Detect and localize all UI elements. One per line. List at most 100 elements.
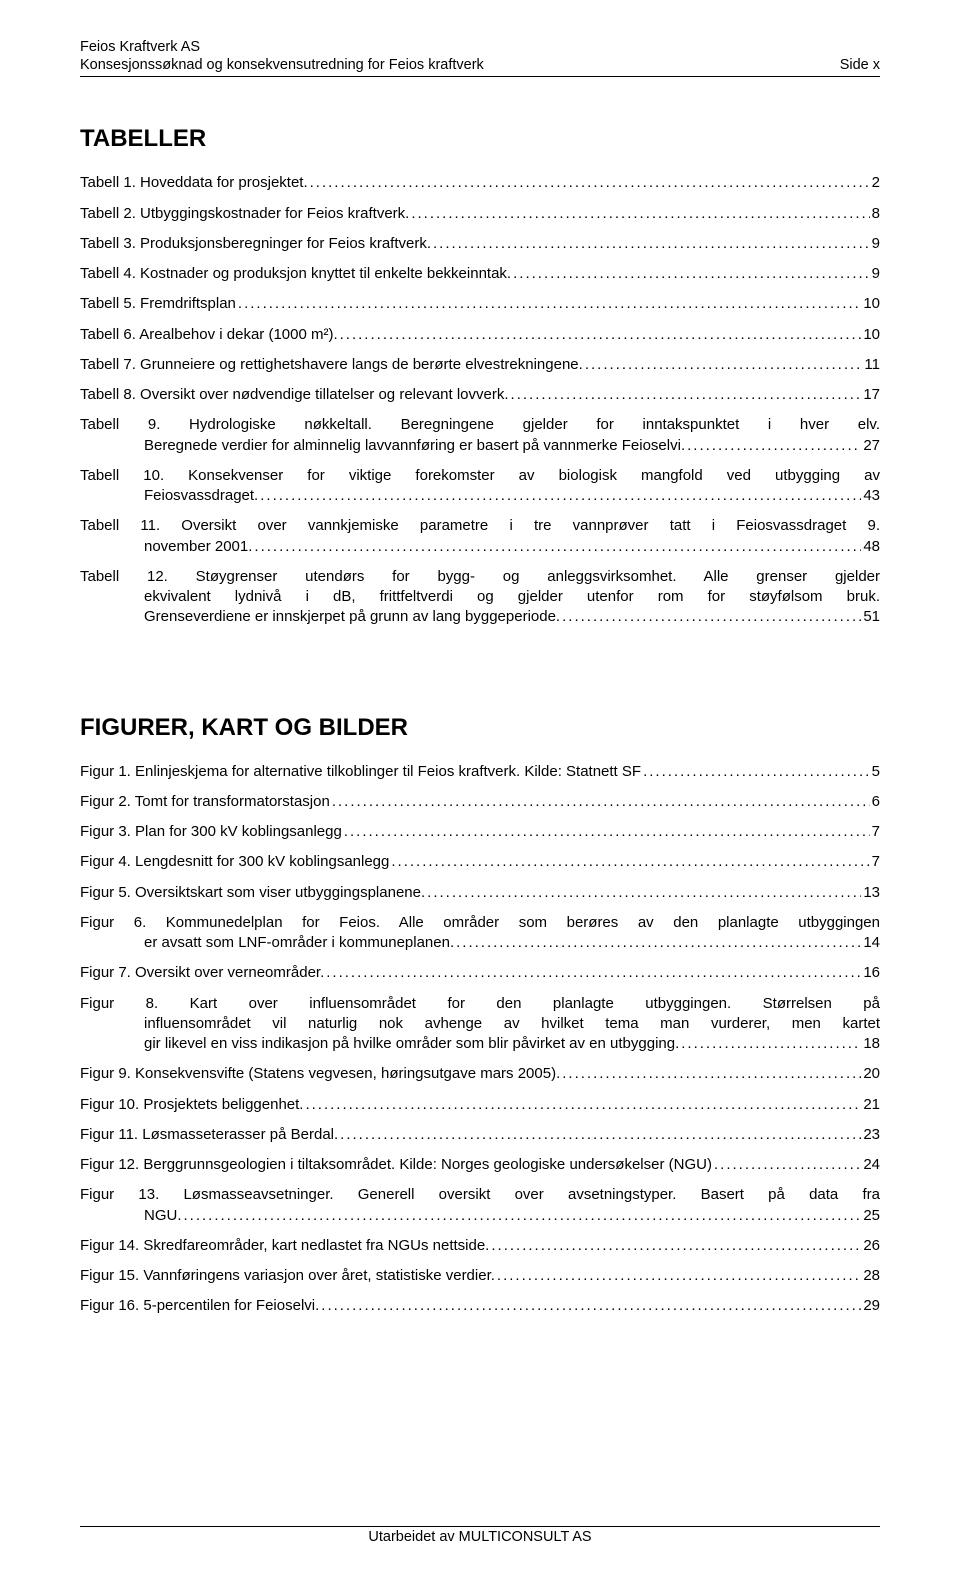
toc-entry: Tabell 8. Oversikt over nødvendige tilla… (80, 385, 880, 405)
toc-page-number: 20 (861, 1064, 880, 1084)
toc-leader: ........................................… (431, 234, 870, 254)
page-header: Feios Kraftverk AS Konsesjonssøknad og k… (80, 38, 880, 77)
toc-page-number: 11 (862, 355, 880, 375)
toc-page-number: 43 (861, 486, 880, 506)
toc-page-number: 48 (861, 537, 880, 557)
toc-label: Tabell 8. Oversikt over nødvendige tilla… (80, 385, 509, 405)
toc-label: Tabell 1. Hoveddata for prosjektet. (80, 173, 308, 193)
toc-page-number: 10 (861, 294, 880, 314)
footer-text: Utarbeidet av MULTICONSULT AS (368, 1529, 591, 1545)
toc-page-number: 21 (861, 1095, 880, 1115)
toc-page-number: 25 (861, 1206, 880, 1226)
toc-leader: ........................................… (409, 204, 869, 224)
toc-text-line: Tabell 11. Oversikt over vannkjemiske pa… (80, 516, 880, 536)
toc-leader: ........................................… (258, 486, 861, 506)
toc-label: Figur 14. Skredfareområder, kart nedlast… (80, 1236, 489, 1256)
toc-label: Figur 1. Enlinjeskjema for alternative t… (80, 762, 641, 782)
toc-entry: Tabell 9. Hydrologiske nøkkeltall. Bereg… (80, 415, 880, 456)
toc-text-line: Figur 8. Kart over influensområdet for d… (80, 994, 880, 1014)
toc-leader: ........................................… (308, 173, 870, 193)
toc-page-number: 13 (861, 883, 880, 903)
toc-label: Beregnede verdier for alminnelig lavvann… (144, 436, 685, 456)
toc-entry: Tabell 2. Utbyggingskostnader for Feios … (80, 204, 880, 224)
toc-leader: ........................................… (330, 792, 870, 812)
toc-entry: Figur 12. Berggrunnsgeologien i tiltakso… (80, 1155, 880, 1175)
toc-leader: ........................................… (495, 1266, 861, 1286)
toc-page-number: 23 (861, 1125, 880, 1145)
toc-entry: Tabell 11. Oversikt over vannkjemiske pa… (80, 516, 880, 557)
toc-page-number: 2 (870, 173, 880, 193)
toc-text-line: Tabell 10. Konsekvenser for viktige fore… (80, 466, 880, 486)
toc-leader: ........................................… (509, 385, 862, 405)
toc-label: Tabell 6. Arealbehov i dekar (1000 m²). (80, 325, 338, 345)
toc-label: Tabell 3. Produksjonsberegninger for Fei… (80, 234, 431, 254)
header-line1: Feios Kraftverk AS (80, 38, 880, 56)
toc-leader: ........................................… (679, 1034, 861, 1054)
toc-entry: Figur 7. Oversikt over verneområder.....… (80, 963, 880, 983)
toc-label: NGU. (144, 1206, 182, 1226)
toc-entry: Figur 10. Prosjektets beliggenhet.......… (80, 1095, 880, 1115)
toc-leader: ........................................… (236, 294, 861, 314)
toc-entry: Figur 11. Løsmasseterasser på Berdal....… (80, 1125, 880, 1145)
toc-label: Figur 11. Løsmasseterasser på Berdal. (80, 1125, 338, 1145)
toc-leader: ........................................… (252, 537, 861, 557)
toc-entry: Figur 13. Løsmasseavsetninger. Generell … (80, 1185, 880, 1226)
toc-leader: ........................................… (338, 1125, 861, 1145)
toc-entry: Figur 14. Skredfareområder, kart nedlast… (80, 1236, 880, 1256)
toc-entry: Figur 8. Kart over influensområdet for d… (80, 994, 880, 1055)
toc-leader: ........................................… (560, 607, 861, 627)
toc-page-number: 8 (870, 204, 880, 224)
toc-leader: ........................................… (454, 933, 861, 953)
toc-label: Figur 12. Berggrunnsgeologien i tiltakso… (80, 1155, 712, 1175)
toc-entry: Figur 16. 5-percentilen for Feioselvi...… (80, 1296, 880, 1316)
toc-page-number: 27 (861, 436, 880, 456)
section-title: TABELLER (80, 125, 880, 153)
toc-page-number: 16 (861, 963, 880, 983)
toc-leader: ........................................… (489, 1236, 861, 1256)
toc-leader: ........................................… (560, 1064, 861, 1084)
document-page: Feios Kraftverk AS Konsesjonssøknad og k… (0, 0, 960, 1569)
toc-entry: Figur 9. Konsekvensvifte (Statens vegves… (80, 1064, 880, 1084)
toc-entry: Tabell 10. Konsekvenser for viktige fore… (80, 466, 880, 507)
toc-leader: ........................................… (319, 1296, 861, 1316)
toc-page-number: 29 (861, 1296, 880, 1316)
toc-leader: ........................................… (641, 762, 870, 782)
toc-page-number: 10 (861, 325, 880, 345)
toc-leader: ........................................… (182, 1206, 862, 1226)
toc-page-number: 14 (861, 933, 880, 953)
toc-page-number: 9 (870, 234, 880, 254)
toc-entry: Tabell 5. Fremdriftsplan................… (80, 294, 880, 314)
toc-entry: Tabell 12. Støygrenser utendørs for bygg… (80, 567, 880, 628)
toc-label: Figur 7. Oversikt over verneområder. (80, 963, 324, 983)
toc-label: er avsatt som LNF-områder i kommuneplane… (144, 933, 454, 953)
toc-label: november 2001. (144, 537, 252, 557)
toc-leader: ........................................… (389, 852, 869, 872)
toc-entry: Figur 15. Vannføringens variasjon over å… (80, 1266, 880, 1286)
toc-page-number: 17 (861, 385, 880, 405)
toc-leader: ........................................… (712, 1155, 861, 1175)
toc-entry: Figur 3. Plan for 300 kV koblingsanlegg.… (80, 822, 880, 842)
toc-entry: Figur 4. Lengdesnitt for 300 kV koblings… (80, 852, 880, 872)
toc-leader: ........................................… (338, 325, 862, 345)
toc-entry: Figur 1. Enlinjeskjema for alternative t… (80, 762, 880, 782)
toc-label: Tabell 7. Grunneiere og rettighetshavere… (80, 355, 583, 375)
toc-label: gir likevel en viss indikasjon på hvilke… (144, 1034, 679, 1054)
toc-entry: Figur 5. Oversiktskart som viser utbyggi… (80, 883, 880, 903)
toc-leader: ........................................… (324, 963, 861, 983)
toc-page-number: 6 (870, 792, 880, 812)
toc-text-line: Tabell 12. Støygrenser utendørs for bygg… (80, 567, 880, 587)
toc-leader: ........................................… (583, 355, 863, 375)
toc-entry: Tabell 3. Produksjonsberegninger for Fei… (80, 234, 880, 254)
toc-label: Tabell 2. Utbyggingskostnader for Feios … (80, 204, 409, 224)
toc-entry: Figur 6. Kommunedelplan for Feios. Alle … (80, 913, 880, 954)
toc-label: Figur 2. Tomt for transformatorstasjon (80, 792, 330, 812)
toc-page-number: 51 (861, 607, 880, 627)
page-footer: Utarbeidet av MULTICONSULT AS (80, 1526, 880, 1545)
toc-label: Figur 16. 5-percentilen for Feioselvi. (80, 1296, 319, 1316)
toc-leader: ........................................… (303, 1095, 861, 1115)
toc-entry: Tabell 4. Kostnader og produksjon knytte… (80, 264, 880, 284)
header-line2-right: Side x (840, 56, 880, 74)
toc-label: Figur 4. Lengdesnitt for 300 kV koblings… (80, 852, 389, 872)
toc-entry: Tabell 6. Arealbehov i dekar (1000 m²)..… (80, 325, 880, 345)
toc-page-number: 9 (870, 264, 880, 284)
